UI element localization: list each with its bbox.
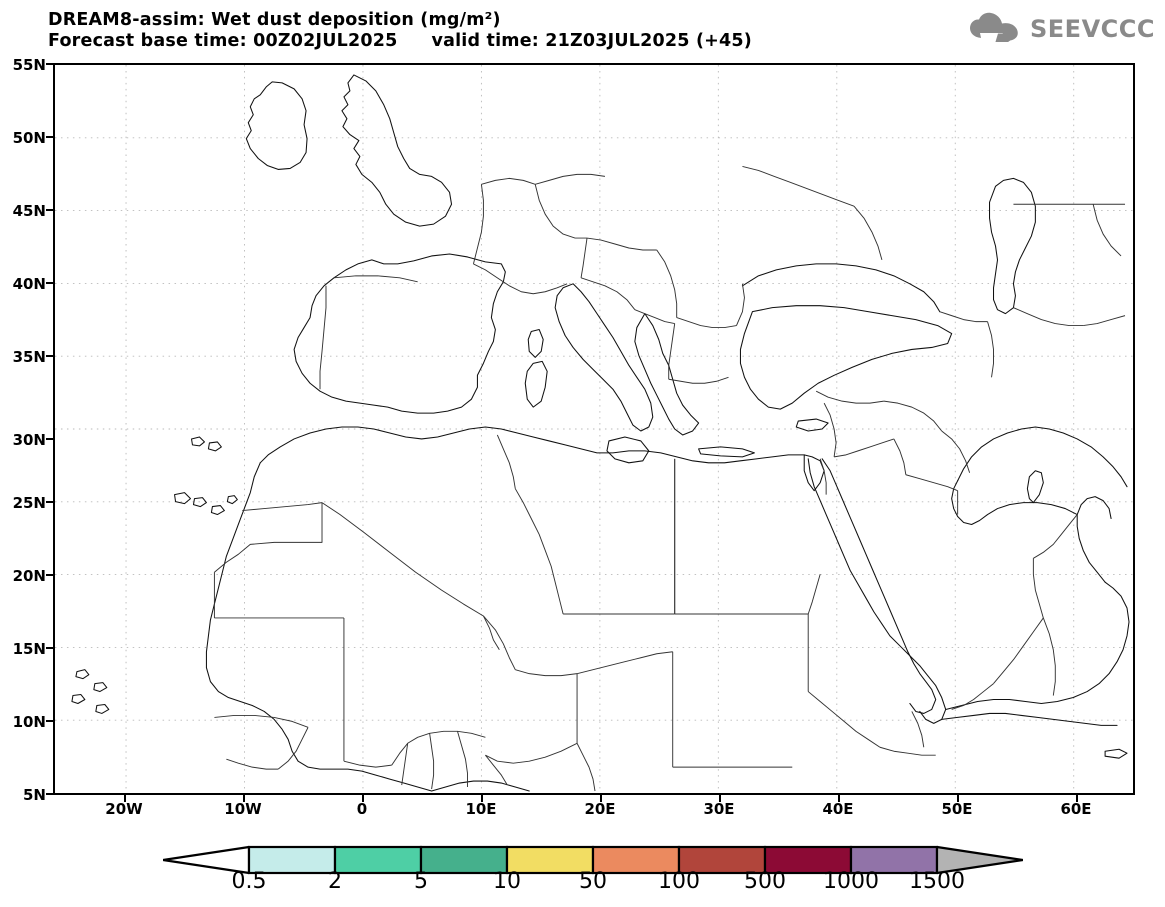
x-tick-label-20w: 20W — [105, 800, 143, 818]
x-tick-mark — [1076, 795, 1078, 802]
y-tick-mark — [46, 438, 53, 440]
chart-header: DREAM8-assim: Wet dust deposition (mg/m²… — [48, 10, 988, 52]
colorbar-label-0: 0.5 — [231, 869, 267, 894]
map-svg: .coast { fill:none; stroke:#111111; stro… — [55, 65, 1133, 793]
y-tick-label-35n: 35N — [12, 348, 46, 366]
colorbar-over-arrow — [935, 845, 1025, 875]
x-tick-label-30e: 30E — [703, 800, 735, 818]
y-tick-mark — [46, 647, 53, 649]
map-plot-area[interactable]: .coast { fill:none; stroke:#111111; stro… — [53, 63, 1135, 795]
y-tick-mark — [46, 355, 53, 357]
x-tick-label-50e: 50E — [941, 800, 973, 818]
colorbar-label-2: 5 — [414, 869, 428, 894]
colorbar-label-4: 50 — [579, 869, 607, 894]
y-tick-label-10n: 10N — [12, 713, 46, 731]
y-tick-label-50n: 50N — [12, 129, 46, 147]
colorbar-segment — [247, 845, 337, 875]
x-tick-mark — [719, 795, 721, 802]
x-tick-mark — [838, 795, 840, 802]
x-tick-mark — [124, 795, 126, 802]
map-gridlines — [55, 65, 1133, 793]
y-tick-label-15n: 15N — [12, 640, 46, 658]
colorbar-segment — [677, 845, 767, 875]
y-tick-mark — [46, 63, 53, 65]
x-tick-mark — [481, 795, 483, 802]
y-tick-mark — [46, 136, 53, 138]
map-country-borders — [213, 165, 1126, 792]
colorbar-label-7: 1000 — [823, 869, 879, 894]
x-tick-label-10e: 10E — [465, 800, 497, 818]
colorbar-label-5: 100 — [658, 869, 700, 894]
colorbar-segment — [333, 845, 423, 875]
colorbar-label-6: 500 — [744, 869, 786, 894]
colorbar-label-8: 1500 — [909, 869, 965, 894]
y-tick-mark — [46, 501, 53, 503]
y-tick-label-25n: 25N — [12, 494, 46, 512]
y-tick-label-45n: 45N — [12, 202, 46, 220]
title-line-1: DREAM8-assim: Wet dust deposition (mg/m²… — [48, 10, 501, 30]
forecast-base-time: Forecast base time: 00Z02JUL2025 — [48, 31, 398, 51]
x-tick-mark — [957, 795, 959, 802]
colorbar-label-3: 10 — [493, 869, 521, 894]
colorbar-label-1: 2 — [328, 869, 342, 894]
logo-text: SEEVCCC — [1030, 15, 1155, 43]
colorbar[interactable] — [161, 845, 1025, 875]
x-tick-label-10w: 10W — [224, 800, 262, 818]
colorbar-svg — [161, 845, 1025, 875]
x-tick-label-20e: 20E — [584, 800, 616, 818]
y-tick-label-30n: 30N — [12, 431, 46, 449]
x-tick-mark — [243, 795, 245, 802]
x-tick-mark — [362, 795, 364, 802]
forecast-valid-time: valid time: 21Z03JUL2025 (+45) — [431, 31, 752, 51]
x-tick-mark — [600, 795, 602, 802]
y-tick-mark — [46, 282, 53, 284]
seevccc-logo: SEEVCCC — [969, 12, 1155, 46]
y-tick-mark — [46, 574, 53, 576]
y-tick-label-55n: 55N — [12, 56, 46, 74]
y-tick-label-20n: 20N — [12, 567, 46, 585]
colorbar-segment — [419, 845, 509, 875]
y-tick-mark — [46, 209, 53, 211]
y-tick-label-40n: 40N — [12, 275, 46, 293]
colorbar-segment — [849, 845, 939, 875]
colorbar-tick-labels: 0.5 2 5 10 50 100 500 1000 1500 — [0, 869, 1165, 899]
y-tick-label-5n: 5N — [23, 786, 46, 804]
y-tick-mark — [46, 720, 53, 722]
y-tick-mark — [46, 793, 53, 795]
x-tick-label-0: 0 — [356, 800, 368, 818]
x-tick-label-40e: 40E — [822, 800, 854, 818]
cloud-icon — [969, 12, 1023, 46]
map-coastlines — [71, 74, 1130, 792]
x-tick-label-60e: 60E — [1060, 800, 1092, 818]
title-line-2: Forecast base time: 00Z02JUL2025 valid ti… — [48, 31, 988, 52]
colorbar-segment — [505, 845, 595, 875]
